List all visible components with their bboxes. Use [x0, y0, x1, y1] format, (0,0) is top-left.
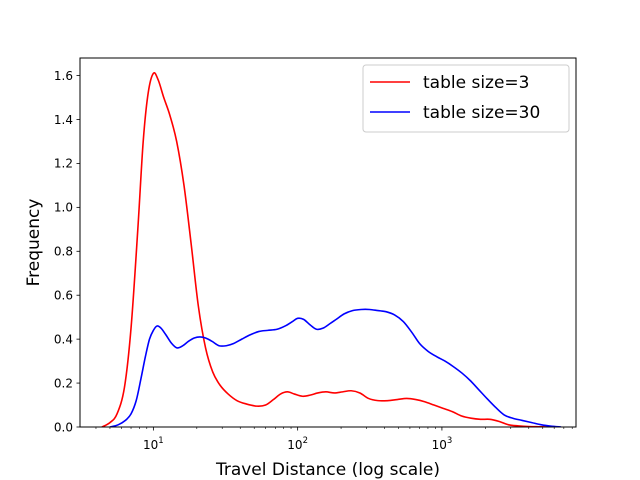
y-tick-label: 0.6: [54, 289, 73, 303]
y-tick-label: 0.4: [54, 332, 73, 346]
y-tick-label: 1.4: [54, 113, 73, 127]
series-layer: [101, 72, 562, 427]
plot-frame: [79, 57, 577, 428]
series-line-2: [109, 308, 562, 427]
series-line-1: [101, 72, 549, 427]
legend-label-1: table size=3: [423, 73, 529, 93]
y-tick-label: 0.8: [54, 245, 73, 259]
x-tick-label: 101: [143, 436, 164, 452]
y-tick-label: 0.2: [54, 376, 73, 390]
y-axis: 0.0 0.2 0.4 0.6 0.8 1.0 1.2 1.4 1.6: [54, 69, 80, 434]
legend-label-2: table size=30: [423, 103, 540, 123]
y-tick-label: 1.6: [54, 69, 73, 83]
x-tick-label: 102: [287, 436, 308, 452]
y-tick-label: 1.0: [54, 201, 73, 215]
x-tick-label: 103: [432, 436, 453, 452]
legend: table size=3 table size=30: [362, 64, 570, 133]
y-tick-label: 0.0: [54, 420, 73, 434]
y-tick-label: 1.2: [54, 157, 73, 171]
y-axis-label: Frequency: [24, 199, 44, 287]
x-axis: 101 102 103: [95, 427, 573, 452]
x-axis-label: Travel Distance (log scale): [215, 460, 440, 480]
legend-box: [362, 64, 570, 133]
